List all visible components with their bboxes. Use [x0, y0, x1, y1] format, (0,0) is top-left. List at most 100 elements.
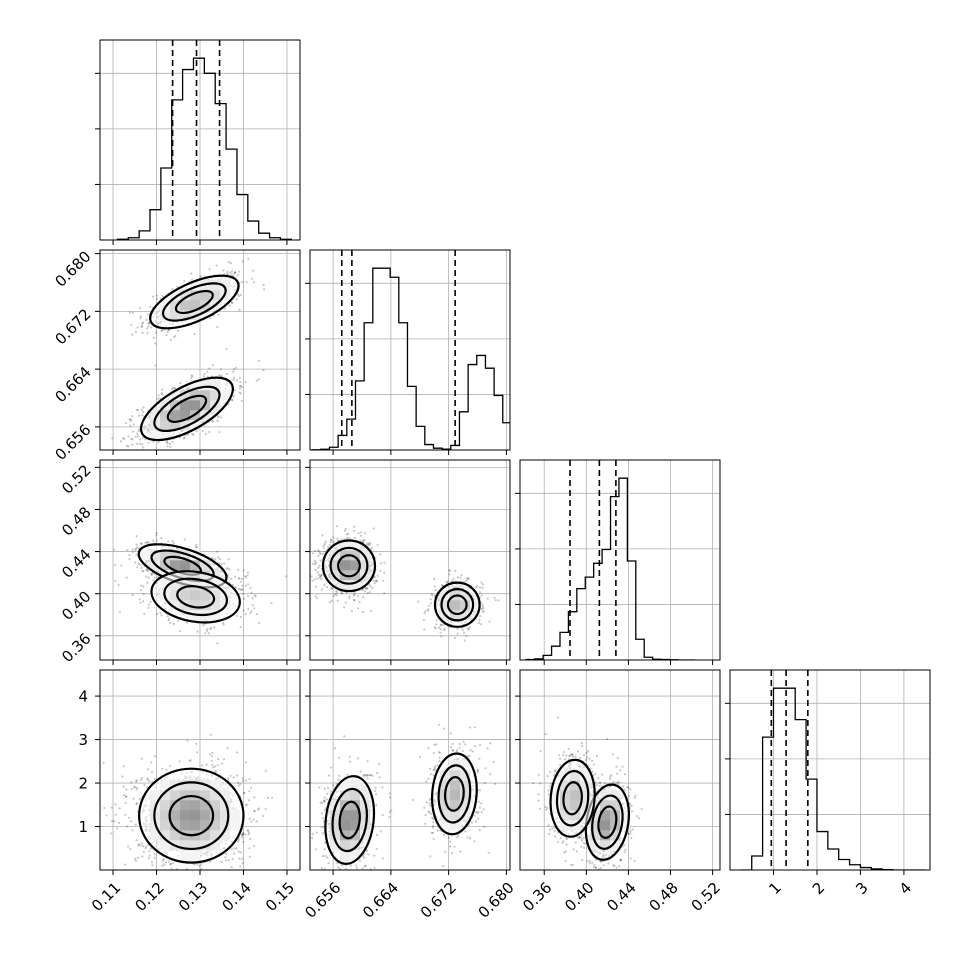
sample-point	[202, 375, 206, 378]
sample-point	[241, 857, 244, 860]
sample-point	[239, 381, 242, 384]
sample-point	[152, 336, 155, 339]
sample-point	[379, 569, 382, 572]
sample-point	[146, 327, 149, 330]
sample-point	[251, 604, 254, 607]
sample-point	[242, 569, 245, 572]
sample-point	[214, 769, 217, 772]
sample-point	[206, 629, 209, 632]
sample-point	[193, 863, 196, 866]
sample-point	[480, 594, 483, 597]
sample-point	[480, 581, 483, 584]
sample-point	[223, 307, 226, 310]
sample-point	[335, 590, 338, 593]
sample-point	[132, 423, 135, 426]
sample-point	[161, 388, 164, 391]
sample-point	[105, 814, 108, 817]
sample-point	[136, 546, 139, 549]
sample-point	[161, 329, 164, 332]
sample-point	[335, 594, 338, 597]
sample-point	[183, 538, 186, 541]
sample-point	[343, 529, 347, 532]
sample-point	[185, 877, 187, 879]
sample-point	[239, 580, 243, 583]
sample-point	[227, 558, 230, 561]
sample-point	[303, 577, 305, 579]
sample-point	[182, 437, 185, 440]
sample-point	[249, 612, 252, 615]
sample-point	[242, 609, 245, 612]
sample-point	[332, 540, 335, 543]
sample-point	[350, 609, 353, 613]
sample-point	[191, 375, 194, 378]
sample-point	[353, 593, 356, 596]
sample-point	[219, 374, 223, 377]
sample-point	[319, 559, 322, 562]
sample-point	[128, 418, 131, 421]
sample-point	[139, 563, 142, 566]
sample-point	[203, 372, 206, 375]
sample-point	[427, 604, 430, 607]
sample-point	[167, 619, 170, 622]
sample-point	[431, 594, 434, 597]
sample-point	[460, 574, 463, 577]
sample-point	[130, 323, 133, 326]
sample-point	[322, 544, 325, 547]
sample-point	[314, 568, 317, 572]
sample-point	[445, 580, 448, 584]
sample-point	[137, 856, 140, 860]
sample-point	[223, 562, 226, 565]
sample-point	[311, 562, 315, 565]
sample-point	[238, 308, 241, 311]
sample-point	[249, 786, 253, 789]
sample-point	[208, 367, 211, 370]
sample-point	[314, 595, 317, 598]
sample-point	[236, 293, 239, 296]
sample-point	[217, 415, 220, 419]
sample-point	[117, 821, 121, 825]
sample-point	[120, 564, 123, 567]
contour-line	[163, 577, 229, 617]
sample-point	[226, 567, 230, 570]
sample-point	[136, 442, 139, 445]
sample-point	[348, 597, 351, 600]
sample-point	[141, 414, 144, 417]
sample-point	[456, 627, 459, 630]
sample-point	[474, 586, 478, 589]
sample-point	[248, 790, 251, 793]
sample-point	[114, 579, 117, 583]
sample-point	[493, 596, 496, 599]
sample-point	[433, 577, 436, 581]
sample-point	[463, 639, 466, 642]
sample-point	[235, 379, 239, 382]
sample-point	[361, 588, 364, 591]
sample-point	[443, 629, 446, 632]
sample-point	[136, 453, 138, 455]
sample-point	[139, 589, 143, 592]
sample-point	[317, 573, 321, 577]
sample-point	[448, 573, 451, 576]
sample-point	[263, 288, 266, 291]
sample-point	[348, 537, 351, 540]
sample-point	[361, 596, 365, 599]
sample-point	[159, 611, 162, 615]
sample-point	[232, 368, 235, 371]
sample-point	[131, 333, 134, 336]
sample-point	[131, 311, 134, 314]
sample-point	[226, 747, 229, 750]
sample-point	[369, 542, 372, 545]
sample-point	[247, 831, 251, 835]
sample-point	[140, 566, 143, 570]
sample-point	[480, 607, 483, 611]
sample-point	[262, 369, 265, 372]
sample-point	[227, 261, 230, 264]
sample-point	[378, 553, 382, 556]
sample-point	[204, 632, 207, 635]
sample-point	[121, 775, 124, 778]
sample-point	[465, 579, 468, 583]
sample-point	[178, 760, 181, 763]
sample-point	[131, 415, 134, 418]
sample-point	[136, 454, 138, 456]
grid-1-1	[332, 250, 507, 450]
sample-point	[240, 588, 243, 591]
